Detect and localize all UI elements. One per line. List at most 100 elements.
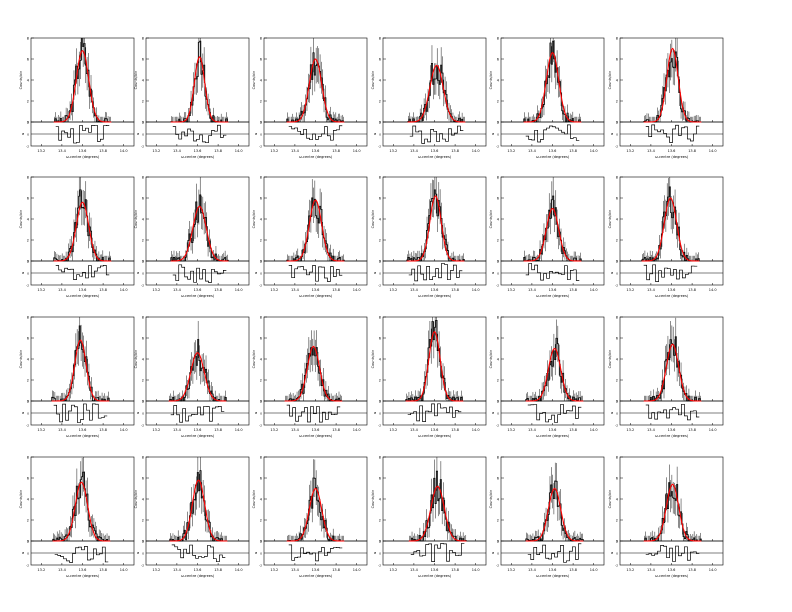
x-tick-label: 13.6 xyxy=(668,288,676,292)
x-axis-label: ω-centre (degrees) xyxy=(655,155,689,159)
residual-histogram xyxy=(172,264,227,283)
x-tick-label: 14.0 xyxy=(472,428,480,432)
residual-tick-label: -2 xyxy=(496,145,499,149)
x-tick-label: 13.4 xyxy=(410,149,419,153)
residual-tick-label: -2 xyxy=(26,424,29,428)
y-tick-label: 2 xyxy=(260,519,262,523)
model-curve xyxy=(643,483,702,542)
y-tick-label: 8 xyxy=(497,316,499,320)
x-axis-label: ω-centre (degrees) xyxy=(418,155,452,159)
y-tick-label: 6 xyxy=(497,337,499,341)
residual-tick-label: -2 xyxy=(26,145,29,149)
residual-histogram xyxy=(527,543,582,563)
x-axis-label: ω-centre (degrees) xyxy=(418,294,452,298)
residual-tick-label: 0 xyxy=(142,133,144,137)
y-axis-label: Counts/bin xyxy=(371,71,375,90)
x-tick-label: 13.6 xyxy=(312,568,320,572)
data-histogram xyxy=(168,339,227,402)
residual-tick-label: 2 xyxy=(497,400,499,404)
x-tick-label: 13.6 xyxy=(668,568,676,572)
x-tick-label: 13.2 xyxy=(626,428,634,432)
x-axis-label: ω-centre (degrees) xyxy=(66,294,100,298)
y-tick-label: 2 xyxy=(260,100,262,104)
x-tick-label: 14.0 xyxy=(590,288,598,292)
x-axis-label: ω-centre (degrees) xyxy=(181,434,215,438)
y-tick-label: 6 xyxy=(27,58,29,62)
x-tick-label: 13.6 xyxy=(79,149,87,153)
x-tick-label: 13.8 xyxy=(99,288,107,292)
residual-tick-label: 0 xyxy=(27,412,29,416)
main-plot-frame xyxy=(145,456,250,542)
residual-tick-label: 0 xyxy=(497,133,499,137)
y-tick-label: 6 xyxy=(260,477,262,481)
main-plot-frame xyxy=(263,456,368,542)
main-plot-frame xyxy=(619,456,724,542)
x-tick-label: 13.4 xyxy=(173,288,182,292)
y-axis-label: Counts/bin xyxy=(134,210,138,229)
x-tick-label: 13.4 xyxy=(410,568,419,572)
x-tick-label: 13.2 xyxy=(37,149,45,153)
residual-tick-label: 0 xyxy=(27,133,29,137)
residual-tick-label: -2 xyxy=(378,284,381,288)
x-tick-label: 14.0 xyxy=(353,568,361,572)
y-tick-label: 4 xyxy=(379,358,382,362)
y-tick-label: 0 xyxy=(260,121,262,125)
residual-axis-label: σ xyxy=(22,132,25,136)
residual-tick-label: 2 xyxy=(260,121,262,125)
data-histogram xyxy=(641,186,700,262)
residual-tick-label: 2 xyxy=(260,400,262,404)
x-tick-label: 13.8 xyxy=(451,568,459,572)
residual-tick-label: -2 xyxy=(615,564,618,568)
y-tick-label: 0 xyxy=(379,540,381,544)
x-tick-label: 13.6 xyxy=(549,568,557,572)
x-tick-label: 13.8 xyxy=(451,149,459,153)
residual-tick-label: 2 xyxy=(260,260,262,264)
residual-axis-label: σ xyxy=(374,411,377,415)
x-tick-label: 14.0 xyxy=(590,428,598,432)
residual-tick-label: 2 xyxy=(379,121,381,125)
model-curve xyxy=(168,352,227,402)
y-tick-label: 4 xyxy=(497,79,500,83)
x-tick-label: 13.2 xyxy=(152,568,160,572)
residual-histogram xyxy=(408,263,463,282)
y-tick-label: 0 xyxy=(497,400,499,404)
residual-histogram xyxy=(645,403,700,421)
y-tick-label: 8 xyxy=(27,37,29,41)
residual-axis-label: σ xyxy=(137,411,140,415)
y-tick-label: 4 xyxy=(27,498,30,502)
model-curve xyxy=(408,485,467,542)
y-tick-label: 8 xyxy=(379,456,381,460)
model-curve xyxy=(170,205,229,262)
y-tick-label: 8 xyxy=(27,316,29,320)
y-tick-label: 8 xyxy=(497,176,499,180)
x-tick-label: 13.8 xyxy=(688,149,696,153)
x-tick-label: 13.4 xyxy=(58,288,67,292)
residual-tick-label: -2 xyxy=(259,424,262,428)
residual-tick-label: 2 xyxy=(379,540,381,544)
main-plot-frame xyxy=(619,176,724,262)
residual-axis-label: σ xyxy=(22,411,25,415)
residual-histogram xyxy=(171,544,226,563)
y-tick-label: 8 xyxy=(260,316,262,320)
x-tick-label: 13.8 xyxy=(99,149,107,153)
x-axis-label: ω-centre (degrees) xyxy=(181,294,215,298)
x-tick-label: 13.8 xyxy=(332,428,340,432)
x-tick-label: 14.0 xyxy=(353,288,361,292)
residual-axis-label: σ xyxy=(611,411,614,415)
residual-axis-label: σ xyxy=(374,551,377,555)
residual-axis-label: σ xyxy=(492,271,495,275)
y-axis-label: Counts/bin xyxy=(371,210,375,229)
data-histogram xyxy=(523,195,582,262)
residual-axis-label: σ xyxy=(255,132,258,136)
residual-tick-label: 2 xyxy=(616,260,618,264)
y-tick-label: 0 xyxy=(616,400,618,404)
residual-histogram xyxy=(170,405,225,423)
residual-tick-label: 2 xyxy=(142,400,144,404)
x-tick-label: 13.2 xyxy=(270,568,278,572)
y-tick-label: 4 xyxy=(260,79,263,83)
residual-axis-label: σ xyxy=(255,271,258,275)
main-plot-frame xyxy=(500,176,605,262)
